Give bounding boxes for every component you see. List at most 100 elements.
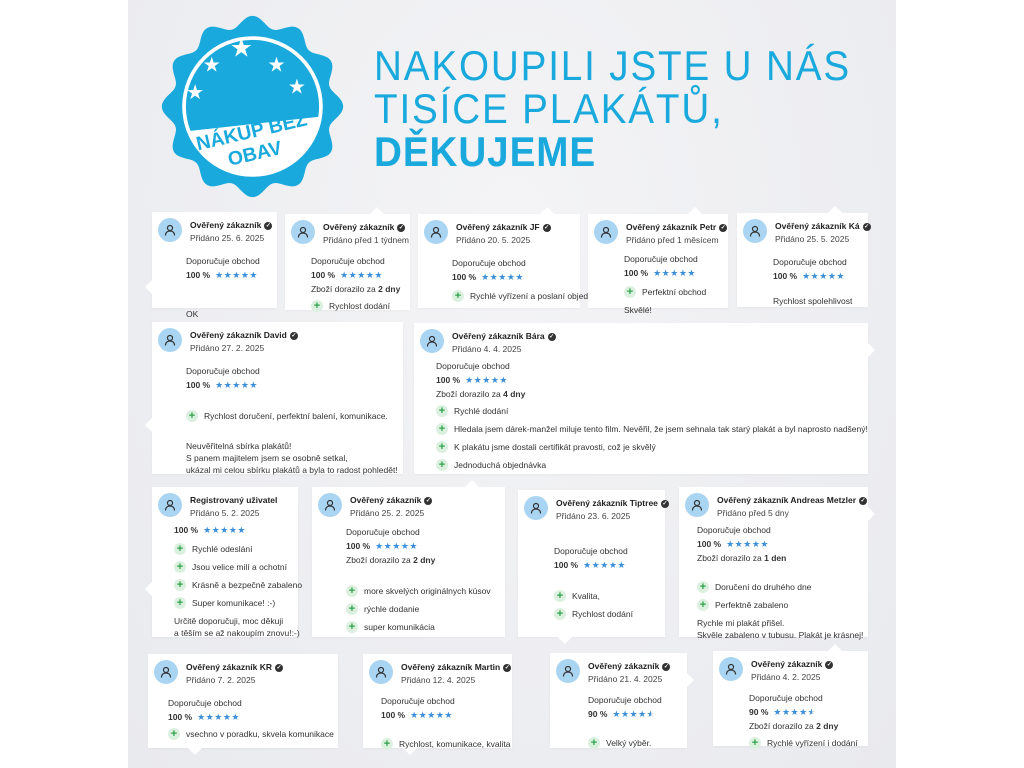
pro-item: + rýchle dodanie (346, 603, 491, 615)
review-card: Ověřený zákazník ✓ Přidáno před 1 týdnem … (285, 207, 410, 312)
avatar (318, 493, 342, 517)
pro-item: + K plakátu jsme dostali certifikát pravo… (436, 441, 868, 453)
verified-check-icon: ✓ (289, 331, 298, 340)
plus-icon: + (436, 405, 448, 417)
pro-item: + more skvelých originálnych kúsov (346, 585, 491, 597)
avatar (420, 329, 444, 353)
plus-icon: + (174, 597, 186, 609)
pro-item: + Rychlost dodání (311, 300, 400, 312)
verified-check-icon: ✓ (862, 222, 871, 231)
verified-check-icon: ✓ (264, 221, 273, 230)
pro-item: + Perfektní obchod (624, 286, 706, 298)
speech-tail (370, 200, 384, 214)
reviewer-name: Ověřený zákazník (751, 659, 823, 669)
recommends-label: Doporučuje obchod (697, 525, 771, 535)
plus-icon: + (749, 737, 761, 749)
avatar (719, 657, 743, 681)
user-icon (530, 502, 542, 514)
pro-item: + vsechno v poradku, skvela komunikace (168, 728, 334, 740)
rating-percent: 100 % (186, 270, 211, 280)
delivery-time: Zboží dorazilo za 2 dny (749, 721, 839, 731)
review-card: Ověřený zákazník ✓ Přidáno 25. 6. 2025 Do… (145, 212, 277, 319)
plus-icon: + (436, 441, 448, 453)
review-date: Přidáno 23. 6. 2025 (556, 511, 631, 521)
recommends-label: Doporučuje obchod (773, 257, 847, 267)
plus-icon: + (174, 561, 186, 573)
plus-icon: + (436, 459, 448, 471)
plus-icon: + (174, 543, 186, 555)
pro-item: + Perfektně zabaleno (697, 599, 863, 611)
star-rating-icon: ★★★★★ (410, 710, 453, 720)
reviewer-name: Ověřený zákazník Tiptree (556, 498, 658, 508)
review-card: Ověřený zákazník ✓ Přidáno 4. 2. 2025 Dop… (713, 644, 868, 749)
speech-tail (465, 473, 479, 487)
pro-item: + Rychlost dodání (554, 608, 633, 620)
review-date: Přidáno 4. 2. 2025 (751, 672, 821, 682)
review-date: Přidáno 20. 5. 2025 (456, 235, 531, 245)
recommends-label: Doporučuje obchod (346, 527, 420, 537)
pro-item: + Hledala jsem dárek-manžel miluje tento … (436, 423, 868, 435)
rating-percent: 100 % (311, 270, 336, 280)
reviewer-name: Ověřený zákazník (350, 495, 422, 505)
star-icon: ★ (230, 34, 253, 64)
verified-check-icon: ✓ (662, 662, 671, 671)
rating-percent: 100 % (624, 268, 649, 278)
avatar (158, 493, 182, 517)
reviewer-name: Ověřený zákazník Petr (626, 222, 717, 232)
recommends-label: Doporučuje obchod (186, 366, 260, 376)
avatar (291, 220, 315, 244)
review-date: Přidáno 21. 4. 2025 (588, 674, 663, 684)
review-date: Přidáno 25. 5. 2025 (775, 234, 850, 244)
star-rating-icon: ★★★★★ (612, 709, 656, 719)
plus-icon: + (588, 737, 600, 749)
plus-icon: + (311, 300, 323, 312)
reviewer-name: Registrovaný uživatel (190, 495, 278, 505)
speech-tail (868, 343, 882, 357)
avatar (594, 220, 618, 244)
avatar (424, 220, 448, 244)
avatar (685, 493, 709, 517)
verified-check-icon: ✓ (825, 660, 834, 669)
review-date: Přidáno před 5 dny (717, 508, 789, 518)
verified-check-icon: ✓ (719, 223, 728, 232)
star-rating-icon: ★★★★★ (726, 539, 769, 549)
speech-tail (540, 200, 554, 214)
rating-percent: 100 % (773, 271, 798, 281)
star-rating-icon: ★★★★★ (203, 525, 246, 535)
verified-check-icon: ✓ (274, 663, 283, 672)
star-rating-icon: ★★★★★ (583, 560, 626, 570)
speech-tail (688, 200, 702, 214)
review-card: Ověřený zákazník Martin ✓ Přidáno 12. 4. … (363, 654, 512, 755)
star-rating-icon: ★★★★★ (215, 270, 258, 280)
rating-percent: 100 % (436, 375, 461, 385)
plus-icon: + (186, 410, 198, 422)
plus-icon: + (624, 286, 636, 298)
review-text: Skvělé! (624, 305, 652, 315)
review-card: Ověřený zákazník JF ✓ Přidáno 20. 5. 2025… (418, 207, 610, 308)
pro-item: + Rychlé vyřízení i dodání (749, 737, 858, 749)
star-icon: ★ (203, 52, 221, 76)
recommends-label: Doporučuje obchod (436, 361, 510, 371)
speech-tail (558, 637, 572, 651)
speech-tail (868, 507, 882, 521)
reviewer-name: Ověřený zákazník Bára (452, 331, 545, 341)
reviewer-name: Ověřený zákazník (588, 661, 660, 671)
user-icon (375, 666, 387, 678)
verified-check-icon: ✓ (503, 663, 512, 672)
user-icon (600, 226, 612, 238)
star-icon: ★ (186, 80, 204, 104)
star-rating-icon: ★★★★★ (197, 712, 240, 722)
rating-percent: 100 % (697, 539, 722, 549)
review-card: Ověřený zákazník David ✓ Přidáno 27. 2. 2… (145, 322, 403, 475)
star-rating-icon: ★★★★★ (653, 268, 696, 278)
headline-line2: TISÍCE PLAKÁTŮ, (374, 85, 724, 132)
rating-percent: 100 % (346, 541, 371, 551)
review-date: Přidáno 27. 2. 2025 (190, 343, 265, 353)
plus-icon: + (554, 590, 566, 602)
plus-icon: + (554, 608, 566, 620)
user-icon (164, 334, 176, 346)
verified-check-icon: ✓ (859, 496, 868, 505)
pro-item: + Super komunikace! :-) (174, 597, 302, 609)
recommends-label: Doporučuje obchod (624, 254, 698, 264)
user-icon (725, 663, 737, 675)
